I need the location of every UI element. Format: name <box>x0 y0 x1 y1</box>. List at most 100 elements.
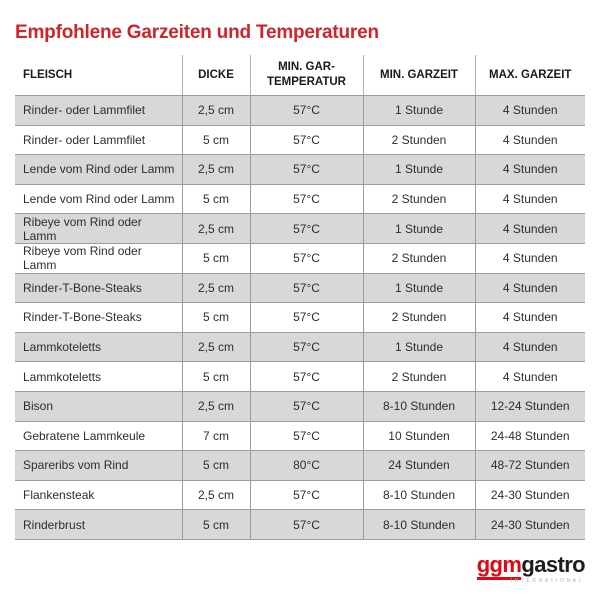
column-header-min-gartemperatur: MIN. GAR-TEMPERATUR <box>249 55 363 96</box>
cell-fleisch: Spareribs vom Rind <box>15 450 182 481</box>
cell-fleisch: Gebratene Lammkeule <box>15 421 182 452</box>
cell-temp: 57°C <box>249 332 363 363</box>
cell-min: 1 Stunde <box>362 154 475 185</box>
column-header-min-garzeit: MIN. GARZEIT <box>362 55 475 96</box>
cell-fleisch: Lammkoteletts <box>15 332 182 363</box>
cell-max: 4 Stunden <box>474 332 585 363</box>
cell-fleisch: Lammkoteletts <box>15 361 182 392</box>
table-row: Rinder- oder Lammfilet 5 cm 57°C 2 Stunden 4… <box>15 125 585 156</box>
table-body: Rinder- oder Lammfilet 2,5 cm 57°C 1 Stunde… <box>15 95 585 540</box>
cell-fleisch: Rinder-T-Bone-Steaks <box>15 302 182 333</box>
cell-dicke: 5 cm <box>181 509 250 540</box>
cell-dicke: 2,5 cm <box>181 213 250 244</box>
cell-fleisch: Ribeye vom Rind oder Lamm <box>15 213 182 244</box>
cell-dicke: 5 cm <box>181 184 250 215</box>
cell-dicke: 2,5 cm <box>181 480 250 511</box>
cell-fleisch: Flankensteak <box>15 480 182 511</box>
table-row: Ribeye vom Rind oder Lamm 5 cm 57°C 2 Stund… <box>15 243 585 274</box>
cell-temp: 57°C <box>249 273 363 304</box>
cell-dicke: 5 cm <box>181 243 250 274</box>
cell-min: 2 Stunden <box>362 243 475 274</box>
table-row: Spareribs vom Rind 5 cm 80°C 24 Stunden 48-7… <box>15 450 585 481</box>
table-row: Lende vom Rind oder Lamm 5 cm 57°C 2 Stunde… <box>15 184 585 215</box>
cell-dicke: 5 cm <box>181 361 250 392</box>
cell-temp: 57°C <box>249 480 363 511</box>
table-row: Ribeye vom Rind oder Lamm 2,5 cm 57°C 1 Stu… <box>15 213 585 244</box>
cell-temp: 57°C <box>249 213 363 244</box>
table-row: Lende vom Rind oder Lamm 2,5 cm 57°C 1 Stun… <box>15 154 585 185</box>
column-header-max-garzeit: MAX. GARZEIT <box>474 55 585 96</box>
cell-temp: 57°C <box>249 95 363 126</box>
cell-min: 8-10 Stunden <box>362 509 475 540</box>
cell-temp: 57°C <box>249 509 363 540</box>
cell-temp: 57°C <box>249 154 363 185</box>
logo-wordmark: ggmgastro <box>476 552 586 580</box>
ggm-gastro-logo: ggmgastro INTERNATIONAL <box>476 552 586 584</box>
column-header-fleisch: FLEISCH <box>15 55 182 96</box>
cell-temp: 57°C <box>249 125 363 156</box>
cell-max: 4 Stunden <box>474 154 585 185</box>
cell-temp: 80°C <box>249 450 363 481</box>
cell-max: 4 Stunden <box>474 125 585 156</box>
cell-min: 2 Stunden <box>362 361 475 392</box>
cell-dicke: 2,5 cm <box>181 391 250 422</box>
cell-temp: 57°C <box>249 243 363 274</box>
cell-min: 10 Stunden <box>362 421 475 452</box>
header-row: FLEISCH DICKE MIN. GAR-TEMPERATUR MIN. G… <box>15 55 585 96</box>
column-header-dicke: DICKE <box>181 55 250 96</box>
cell-temp: 57°C <box>249 361 363 392</box>
table-row: Rinder- oder Lammfilet 2,5 cm 57°C 1 Stunde… <box>15 95 585 126</box>
cell-min: 8-10 Stunden <box>362 480 475 511</box>
table-row: Rinderbrust 5 cm 57°C 8-10 Stunden 24-30 Stu… <box>15 509 585 540</box>
cell-fleisch: Rinder- oder Lammfilet <box>15 125 182 156</box>
cell-max: 4 Stunden <box>474 361 585 392</box>
cell-max: 24-30 Stunden <box>474 480 585 511</box>
logo-international-text: INTERNATIONAL <box>510 578 584 584</box>
cell-max: 12-24 Stunden <box>474 391 585 422</box>
cell-max: 4 Stunden <box>474 213 585 244</box>
cell-fleisch: Bison <box>15 391 182 422</box>
cooking-times-table: FLEISCH DICKE MIN. GAR-TEMPERATUR MIN. G… <box>15 55 585 540</box>
cell-temp: 57°C <box>249 391 363 422</box>
table-header: FLEISCH DICKE MIN. GAR-TEMPERATUR MIN. G… <box>15 55 585 96</box>
cell-dicke: 5 cm <box>181 302 250 333</box>
cell-min: 1 Stunde <box>362 273 475 304</box>
cell-min: 1 Stunde <box>362 332 475 363</box>
cell-fleisch: Rinder-T-Bone-Steaks <box>15 273 182 304</box>
cell-dicke: 2,5 cm <box>181 154 250 185</box>
cell-max: 48-72 Stunden <box>474 450 585 481</box>
cell-max: 4 Stunden <box>474 95 585 126</box>
cell-max: 4 Stunden <box>474 184 585 215</box>
cell-max: 4 Stunden <box>474 302 585 333</box>
cell-dicke: 2,5 cm <box>181 273 250 304</box>
cell-fleisch: Rinderbrust <box>15 509 182 540</box>
cell-dicke: 7 cm <box>181 421 250 452</box>
cell-fleisch: Lende vom Rind oder Lamm <box>15 184 182 215</box>
cell-min: 2 Stunden <box>362 125 475 156</box>
cell-dicke: 5 cm <box>181 125 250 156</box>
cell-max: 4 Stunden <box>474 243 585 274</box>
cell-temp: 57°C <box>249 302 363 333</box>
cell-min: 2 Stunden <box>362 302 475 333</box>
table-row: Rinder-T-Bone-Steaks 5 cm 57°C 2 Stunden 4 S… <box>15 302 585 333</box>
cell-min: 24 Stunden <box>362 450 475 481</box>
cell-dicke: 5 cm <box>181 450 250 481</box>
cell-fleisch: Rinder- oder Lammfilet <box>15 95 182 126</box>
table-row: Gebratene Lammkeule 7 cm 57°C 10 Stunden 24-… <box>15 421 585 452</box>
table-row: Bison 2,5 cm 57°C 8-10 Stunden 12-24 Stunden <box>15 391 585 422</box>
cell-fleisch: Lende vom Rind oder Lamm <box>15 154 182 185</box>
cell-max: 24-48 Stunden <box>474 421 585 452</box>
cell-max: 4 Stunden <box>474 273 585 304</box>
cell-min: 1 Stunde <box>362 213 475 244</box>
page-title: Empfohlene Garzeiten und Temperaturen <box>15 22 379 43</box>
cell-dicke: 2,5 cm <box>181 95 250 126</box>
table-row: Rinder-T-Bone-Steaks 2,5 cm 57°C 1 Stunde 4 … <box>15 273 585 304</box>
cell-fleisch: Ribeye vom Rind oder Lamm <box>15 243 182 274</box>
logo-ggm-text: ggm <box>476 552 522 580</box>
cell-min: 2 Stunden <box>362 184 475 215</box>
cell-temp: 57°C <box>249 184 363 215</box>
cell-max: 24-30 Stunden <box>474 509 585 540</box>
table-row: Lammkoteletts 2,5 cm 57°C 1 Stunde 4 Stunden <box>15 332 585 363</box>
cell-min: 8-10 Stunden <box>362 391 475 422</box>
